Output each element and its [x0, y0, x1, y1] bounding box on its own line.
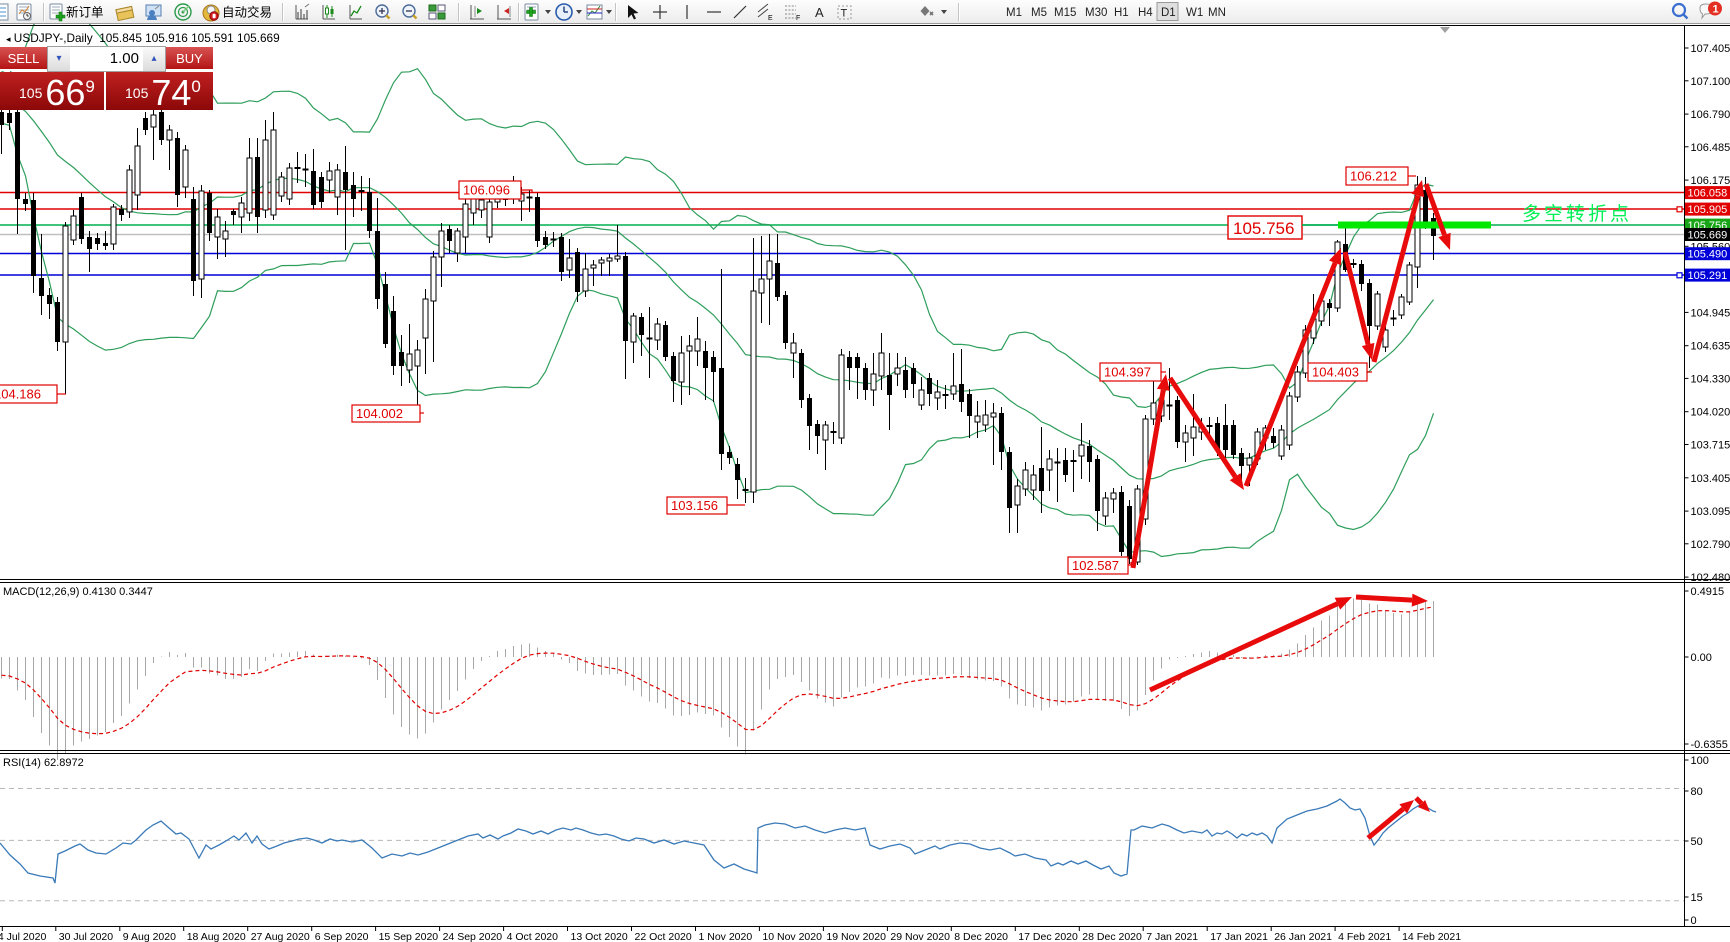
- svg-text:28 Dec 2020: 28 Dec 2020: [1082, 931, 1142, 942]
- svg-text:107.100: 107.100: [1691, 76, 1730, 88]
- svg-text:103.715: 103.715: [1691, 440, 1730, 452]
- svg-text:27 Aug 2020: 27 Aug 2020: [251, 931, 310, 942]
- svg-text:103.405: 103.405: [1691, 473, 1730, 485]
- svg-text:M15: M15: [1054, 7, 1076, 19]
- svg-text:自动交易: 自动交易: [222, 5, 272, 20]
- svg-text:M1: M1: [1006, 7, 1022, 19]
- svg-text:105.669: 105.669: [1688, 230, 1728, 242]
- svg-text:104.186: 104.186: [0, 387, 41, 402]
- svg-text:H4: H4: [1138, 7, 1153, 19]
- svg-text:104.945: 104.945: [1691, 307, 1730, 319]
- svg-text:105.490: 105.490: [1688, 249, 1728, 261]
- svg-text:17 Dec 2020: 17 Dec 2020: [1018, 931, 1078, 942]
- svg-text:106.485: 106.485: [1691, 142, 1730, 154]
- svg-text:107.405: 107.405: [1691, 43, 1730, 55]
- svg-text:0.00: 0.00: [1691, 652, 1712, 664]
- svg-text:24 Sep 2020: 24 Sep 2020: [443, 931, 503, 942]
- svg-text:103.156: 103.156: [671, 498, 718, 513]
- svg-text:F: F: [796, 15, 800, 22]
- svg-text:13 Oct 2020: 13 Oct 2020: [571, 931, 628, 942]
- svg-text:22 Oct 2020: 22 Oct 2020: [635, 931, 692, 942]
- svg-text:106.096: 106.096: [463, 183, 510, 198]
- svg-text:6 Sep 2020: 6 Sep 2020: [315, 931, 369, 942]
- svg-text:17 Jan 2021: 17 Jan 2021: [1210, 931, 1268, 942]
- svg-text:104.002: 104.002: [356, 406, 403, 421]
- svg-text:A: A: [815, 5, 824, 20]
- svg-text:1: 1: [1713, 4, 1719, 16]
- svg-text:100: 100: [1691, 755, 1709, 767]
- svg-text:24 Jul 2020: 24 Jul 2020: [0, 931, 46, 942]
- svg-text:RSI(14) 62.8972: RSI(14) 62.8972: [3, 757, 84, 769]
- svg-text:M5: M5: [1031, 7, 1047, 19]
- svg-text:104.330: 104.330: [1691, 373, 1730, 385]
- svg-text:103.095: 103.095: [1691, 506, 1730, 518]
- svg-text:D1: D1: [1161, 7, 1176, 19]
- svg-text:105.905: 105.905: [1688, 204, 1728, 216]
- svg-text:15: 15: [1691, 892, 1703, 904]
- svg-text:多空转折点: 多空转折点: [1522, 203, 1632, 225]
- svg-text:E: E: [768, 15, 773, 22]
- svg-text:15 Sep 2020: 15 Sep 2020: [379, 931, 439, 942]
- svg-text:7 Jan 2021: 7 Jan 2021: [1146, 931, 1198, 942]
- svg-text:26 Jan 2021: 26 Jan 2021: [1274, 931, 1332, 942]
- svg-text:106.058: 106.058: [1688, 188, 1728, 200]
- svg-text:10 Nov 2020: 10 Nov 2020: [762, 931, 822, 942]
- svg-text:8 Dec 2020: 8 Dec 2020: [954, 931, 1008, 942]
- svg-text:M30: M30: [1085, 7, 1107, 19]
- svg-text:MACD(12,26,9) 0.4130 0.3447: MACD(12,26,9) 0.4130 0.3447: [3, 586, 153, 598]
- svg-text:1 Nov 2020: 1 Nov 2020: [699, 931, 753, 942]
- svg-text:T: T: [841, 8, 848, 20]
- svg-text:W1: W1: [1186, 7, 1203, 19]
- svg-text:0: 0: [1691, 915, 1697, 927]
- svg-text:106.175: 106.175: [1691, 175, 1730, 187]
- svg-text:104.403: 104.403: [1312, 365, 1359, 380]
- svg-text:105.756: 105.756: [1233, 219, 1294, 238]
- svg-text:106.212: 106.212: [1350, 169, 1397, 184]
- svg-text:29 Nov 2020: 29 Nov 2020: [890, 931, 950, 942]
- svg-text:104.020: 104.020: [1691, 407, 1730, 419]
- svg-text:30 Jul 2020: 30 Jul 2020: [59, 931, 113, 942]
- svg-text:14 Feb 2021: 14 Feb 2021: [1402, 931, 1461, 942]
- svg-text:0.4915: 0.4915: [1691, 586, 1725, 598]
- svg-text:102.587: 102.587: [1072, 558, 1119, 573]
- svg-text:19 Nov 2020: 19 Nov 2020: [826, 931, 886, 942]
- svg-text:4 Oct 2020: 4 Oct 2020: [507, 931, 559, 942]
- svg-text:-0.6355: -0.6355: [1691, 739, 1728, 751]
- svg-text:9 Aug 2020: 9 Aug 2020: [123, 931, 176, 942]
- svg-text:102.790: 102.790: [1691, 539, 1730, 551]
- svg-text:50: 50: [1691, 836, 1703, 848]
- svg-text:MN: MN: [1208, 7, 1226, 19]
- svg-text:104.635: 104.635: [1691, 341, 1730, 353]
- svg-text:H1: H1: [1114, 7, 1129, 19]
- svg-text:新订单: 新订单: [66, 5, 104, 20]
- svg-text:80: 80: [1691, 786, 1703, 798]
- svg-text:102.480: 102.480: [1691, 572, 1730, 584]
- svg-text:4 Feb 2021: 4 Feb 2021: [1338, 931, 1391, 942]
- svg-text:105.291: 105.291: [1688, 270, 1728, 282]
- svg-text:104.397: 104.397: [1104, 365, 1151, 380]
- svg-text:18 Aug 2020: 18 Aug 2020: [187, 931, 246, 942]
- svg-text:106.790: 106.790: [1691, 109, 1730, 121]
